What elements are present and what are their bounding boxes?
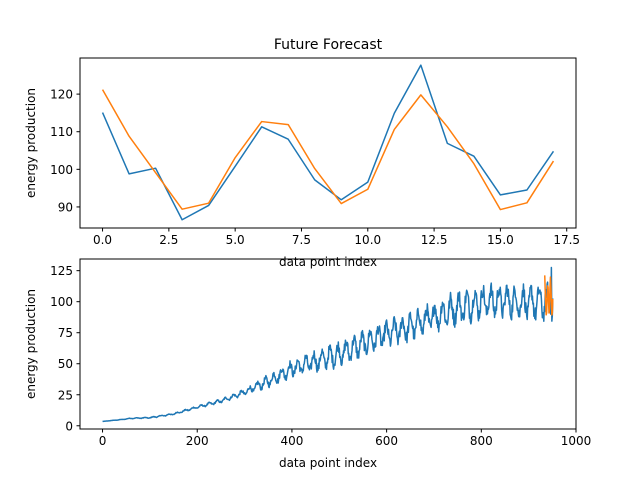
bottom-chart-series-line-2 (544, 275, 554, 316)
top-chart-series (101, 64, 555, 221)
bottom-chart-x-tick-label: 200 (186, 434, 209, 448)
top-chart-plot-area: 0.0 2.5 5.0 7.5 10.0 12.5 15.0 17.5 90 100 110 120 (50, 57, 580, 247)
bottom-chart-x-tick-label: 800 (470, 434, 493, 448)
top-chart-title: Future Forecast (274, 37, 383, 53)
top-chart-y-axis-label: energy production (24, 88, 38, 198)
bottom-chart-x-tick-label: 400 (280, 434, 303, 448)
bottom-chart-x-tick-label: 600 (375, 434, 398, 448)
top-chart-x-tick-label: 2.5 (159, 233, 178, 247)
bottom-chart-series-line-1 (102, 266, 554, 423)
top-chart-x-tick-label: 5.0 (226, 233, 245, 247)
top-chart-frame (79, 57, 577, 229)
bottom-chart-y-tick-label: 50 (58, 357, 73, 371)
top-chart-x-tick-label: 12.5 (421, 233, 448, 247)
top-chart-series-line-1 (101, 64, 555, 221)
bottom-chart-series (102, 266, 554, 423)
bottom-chart-x-tick-label: 0 (99, 434, 107, 448)
top-chart-x-tick-label: 0.0 (93, 233, 112, 247)
bottom-chart-x-ticks: 0 200 400 600 800 1000 (99, 429, 592, 448)
bottom-chart-plot-area: 0 200 400 600 800 1000 0 25 50 75 100 125 (50, 258, 592, 448)
top-chart-y-tick-label: 120 (50, 88, 73, 102)
bottom-chart-x-axis-label: data point index (279, 456, 377, 470)
top-chart-series-line-2 (101, 89, 555, 211)
bottom-chart-y-tick-label: 75 (58, 326, 73, 340)
bottom-chart-y-tick-label: 0 (65, 419, 73, 433)
top-chart-y-ticks: 90 100 110 120 (50, 88, 80, 214)
top-chart-y-tick-label: 90 (58, 200, 73, 214)
top-chart-x-axis-label: data point index (279, 255, 377, 269)
bottom-chart-y-tick-label: 25 (58, 388, 73, 402)
bottom-chart-frame (79, 258, 577, 430)
bottom-chart-y-tick-label: 125 (50, 264, 73, 278)
top-chart-x-ticks: 0.0 2.5 5.0 7.5 10.0 12.5 15.0 17.5 (93, 228, 580, 247)
top-chart-x-tick-label: 7.5 (292, 233, 311, 247)
bottom-chart-y-ticks: 0 25 50 75 100 125 (50, 264, 80, 433)
bottom-chart-y-tick-label: 100 (50, 295, 73, 309)
top-chart-y-tick-label: 100 (50, 163, 73, 177)
top-chart-y-tick-label: 110 (50, 125, 73, 139)
top-chart-x-tick-label: 15.0 (487, 233, 514, 247)
bottom-chart-y-axis-label: energy production (24, 289, 38, 399)
bottom-chart-x-tick-label: 1000 (561, 434, 592, 448)
top-chart-x-tick-label: 17.5 (553, 233, 580, 247)
top-chart-x-tick-label: 10.0 (354, 233, 381, 247)
